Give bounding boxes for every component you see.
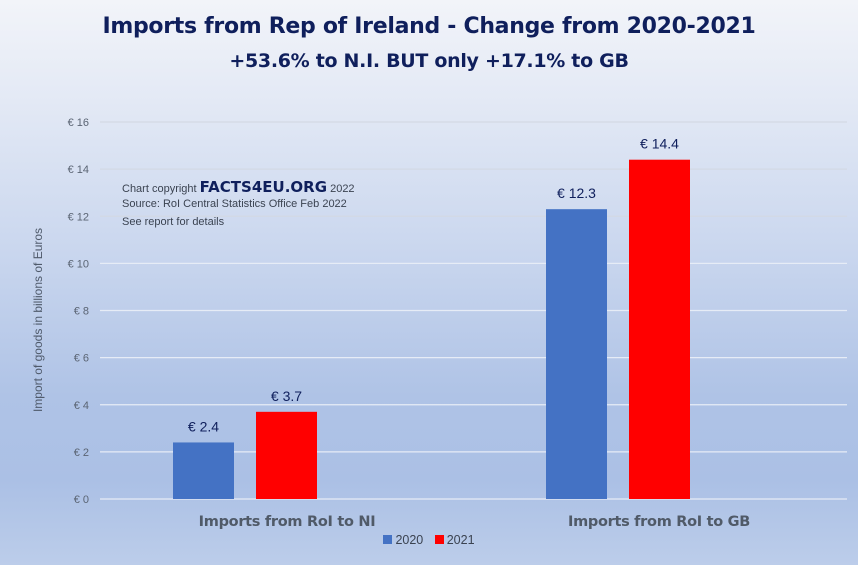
y-tick-label: € 14 bbox=[68, 164, 89, 176]
bar-2021-1 bbox=[629, 159, 690, 499]
y-tick-label: € 0 bbox=[74, 494, 89, 506]
legend-label-2021: 2021 bbox=[446, 533, 475, 547]
legend: 2020 2021 bbox=[0, 533, 858, 547]
copyright-prefix: Chart copyright bbox=[122, 183, 197, 195]
details-note: See report for details bbox=[122, 216, 225, 228]
legend-label-2020: 2020 bbox=[395, 533, 424, 547]
y-tick-label: € 6 bbox=[74, 353, 89, 365]
bar-2020-0 bbox=[173, 442, 234, 499]
legend-item-2021: 2021 bbox=[434, 533, 475, 547]
y-tick-label: € 2 bbox=[74, 447, 89, 459]
y-tick-label: € 10 bbox=[68, 258, 89, 270]
y-tick-label: € 4 bbox=[74, 400, 89, 412]
legend-swatch-2021 bbox=[434, 535, 444, 544]
y-tick-label: € 8 bbox=[74, 306, 89, 318]
category-label-gb: Imports from RoI to GB bbox=[567, 514, 751, 530]
y-axis-label: Import of goods in billions of Euros bbox=[31, 227, 45, 413]
source-note: Source: RoI Central Statistics Office Fe… bbox=[122, 198, 347, 210]
legend-swatch-2020 bbox=[383, 535, 393, 544]
data-label: € 12.3 bbox=[557, 185, 596, 201]
bar-2020-1 bbox=[546, 209, 607, 499]
y-tick-label: € 16 bbox=[68, 117, 89, 129]
copyright-year: 2022 bbox=[330, 183, 355, 195]
bar-2021-0 bbox=[256, 411, 317, 499]
data-label: € 3.7 bbox=[271, 388, 302, 404]
data-label: € 14.4 bbox=[640, 136, 679, 152]
copyright-note: Chart copyright FACTS4EU.ORG 2022 bbox=[122, 178, 355, 196]
data-label: € 2.4 bbox=[188, 418, 219, 434]
chart-subtitle: +53.6% to N.I. BUT only +17.1% to GB bbox=[229, 50, 629, 72]
y-tick-label: € 12 bbox=[68, 211, 89, 223]
chart-title: Imports from Rep of Ireland - Change fro… bbox=[102, 14, 756, 39]
legend-item-2020: 2020 bbox=[383, 533, 423, 547]
category-label-ni: Imports from RoI to NI bbox=[198, 514, 376, 530]
brand-name: FACTS4EU.ORG bbox=[199, 178, 328, 196]
